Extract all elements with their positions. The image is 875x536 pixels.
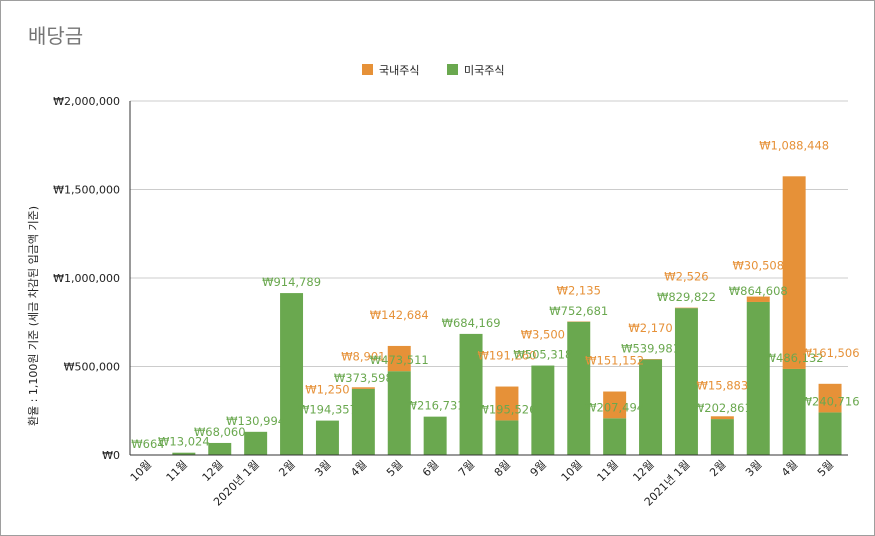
x-tick-label: 2월 [276, 458, 297, 479]
y-tick-label: ₩500,000 [64, 361, 120, 374]
data-label-us: ₩829,822 [657, 290, 716, 304]
bar-us [172, 452, 196, 455]
data-label-kr: ₩142,684 [370, 308, 429, 322]
data-label-kr: ₩3,500 [521, 328, 565, 342]
bar-kr [710, 416, 734, 420]
bar-kr [495, 386, 519, 421]
x-tick-label: 12월 [630, 458, 656, 484]
x-tick-label: 8월 [492, 458, 513, 479]
y-tick-label: ₩2,000,000 [53, 95, 120, 108]
data-label-kr: ₩2,135 [557, 283, 601, 297]
y-tick-label: ₩1,000,000 [53, 272, 120, 285]
bar-kr [351, 387, 375, 389]
x-tick-label: 11월 [595, 458, 621, 484]
data-label-us: ₩486,132 [765, 351, 824, 365]
data-label-us: ₩914,789 [262, 275, 321, 289]
data-label-us: ₩68,060 [194, 425, 246, 439]
bar-us [710, 419, 734, 455]
x-tick-label: 11월 [164, 458, 190, 484]
bar-kr [603, 391, 627, 419]
data-label-us: ₩207,494 [585, 400, 644, 414]
data-label-us: ₩373,598 [334, 371, 393, 385]
legend-swatch [447, 64, 458, 75]
data-label-us: ₩240,716 [801, 394, 860, 408]
bar-us [818, 412, 842, 455]
data-label-kr: ₩30,508 [732, 259, 784, 273]
data-label-kr: ₩161,506 [801, 346, 860, 360]
bar-us [315, 420, 339, 455]
bar-us [208, 442, 232, 455]
x-tick-label: 10월 [559, 458, 585, 484]
bar-us [495, 420, 519, 455]
x-tick-label: 3월 [312, 458, 333, 479]
bar-us [567, 321, 591, 455]
bar-us [280, 293, 304, 455]
data-label-us: ₩664 [131, 437, 164, 451]
data-label-kr: ₩15,883 [697, 378, 749, 392]
bar-kr [818, 383, 842, 413]
legend-label: 미국주식 [464, 64, 504, 77]
data-label-kr: ₩191,260 [477, 349, 536, 363]
data-label-us: ₩130,994 [226, 414, 285, 428]
data-label-kr: ₩1,250 [305, 383, 349, 397]
bar-us [639, 359, 663, 455]
data-label-kr: ₩2,526 [664, 270, 708, 284]
data-label-us: ₩473,511 [370, 353, 429, 367]
bar-us [782, 368, 806, 455]
y-tick-label: ₩1,500,000 [53, 184, 120, 197]
data-label-kr: ₩8,901 [341, 349, 385, 363]
data-label-us: ₩216,731 [406, 399, 465, 413]
x-tick-label: 3월 [743, 458, 764, 479]
y-tick-label: ₩0 [102, 449, 120, 462]
gridlines [130, 100, 848, 367]
x-tick-label: 2월 [707, 458, 728, 479]
bar-us [459, 333, 483, 455]
legend-swatch [362, 64, 373, 75]
x-tick-label: 5월 [815, 458, 836, 479]
x-tick-label: 4월 [779, 458, 800, 479]
data-label-us: ₩539,981 [621, 341, 680, 355]
bar-us [531, 365, 555, 455]
bar-us [244, 431, 268, 455]
data-label-us: ₩194,357 [298, 403, 357, 417]
x-tick-label: 5월 [384, 458, 405, 479]
data-label-us: ₩864,608 [729, 284, 788, 298]
x-tick-label: 9월 [528, 458, 549, 479]
x-tick-label: 10월 [128, 458, 154, 484]
data-label-us: ₩684,169 [442, 316, 501, 330]
bar-us [423, 416, 447, 455]
data-label-us: ₩13,024 [158, 435, 210, 449]
bar-us [603, 418, 627, 455]
bar-us [351, 388, 375, 455]
data-label-us: ₩195,526 [477, 402, 536, 416]
bar-kr [746, 296, 770, 302]
bar-us [746, 301, 770, 455]
legend: 국내주식 미국주식 [362, 64, 504, 77]
bars [136, 176, 842, 455]
bar-kr [387, 345, 411, 372]
chart-title: 배당금 [28, 24, 84, 48]
bar-us [674, 308, 698, 455]
x-tick-label: 6월 [420, 458, 441, 479]
y-axis-title: 환율 : 1,100원 기준 (세금 차감된 입금액 기준) [27, 206, 40, 426]
data-label-kr: ₩151,152 [585, 354, 644, 368]
data-label-kr: ₩1,088,448 [759, 138, 829, 152]
x-tick-label: 12월 [200, 458, 226, 484]
bar-kr [782, 176, 806, 369]
data-label-us: ₩505,318 [513, 348, 572, 362]
data-label-us: ₩202,861 [693, 401, 752, 415]
bar-us [387, 371, 411, 455]
data-labels: ₩664₩13,024₩68,060₩130,994 ₩914,789 ₩194,3… [131, 138, 859, 451]
legend-label: 국내주식 [379, 64, 419, 77]
data-label-us: ₩752,681 [549, 304, 608, 318]
data-label-kr: ₩2,170 [628, 321, 672, 335]
x-tick-label: 4월 [348, 458, 369, 479]
x-tick-label: 7월 [456, 458, 477, 479]
